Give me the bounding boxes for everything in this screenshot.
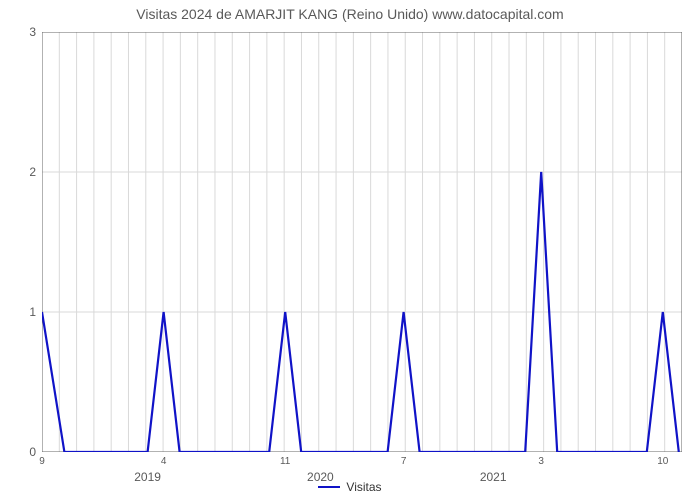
chart-plot xyxy=(42,32,682,452)
legend-swatch xyxy=(318,486,340,488)
x-month-label: 3 xyxy=(538,456,544,467)
x-month-label: 10 xyxy=(657,456,668,467)
x-year-label: 2019 xyxy=(134,470,161,484)
x-month-label: 7 xyxy=(401,456,407,467)
y-tick-label: 0 xyxy=(6,445,36,459)
legend-label: Visitas xyxy=(346,480,381,494)
x-year-label: 2021 xyxy=(480,470,507,484)
x-month-label: 11 xyxy=(280,456,290,467)
chart-container: Visitas 2024 de AMARJIT KANG (Reino Unid… xyxy=(0,0,700,500)
x-month-label: 9 xyxy=(39,456,45,467)
y-tick-label: 3 xyxy=(6,25,36,39)
y-tick-label: 2 xyxy=(6,165,36,179)
chart-title: Visitas 2024 de AMARJIT KANG (Reino Unid… xyxy=(0,6,700,22)
y-tick-label: 1 xyxy=(6,305,36,319)
x-month-label: 4 xyxy=(161,456,167,467)
legend: Visitas xyxy=(0,480,700,494)
x-year-label: 2020 xyxy=(307,470,334,484)
